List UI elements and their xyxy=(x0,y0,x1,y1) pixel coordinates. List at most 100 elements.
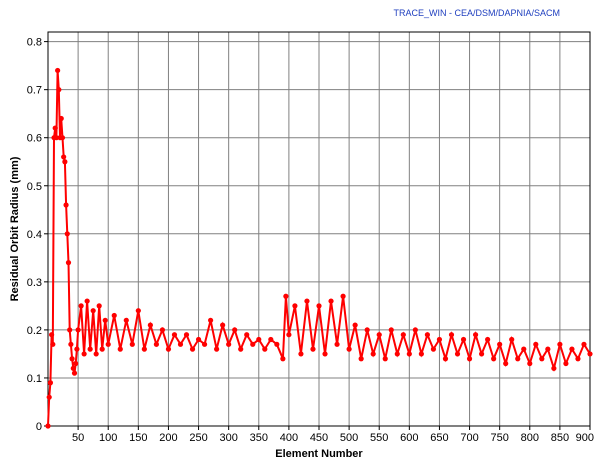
data-point xyxy=(448,332,455,338)
data-point xyxy=(466,356,473,362)
data-point xyxy=(65,260,72,266)
data-point xyxy=(370,351,376,357)
data-point xyxy=(539,356,545,362)
data-point xyxy=(352,322,358,328)
data-point xyxy=(472,332,479,338)
data-point xyxy=(55,67,61,74)
data-point xyxy=(232,327,238,333)
data-point xyxy=(47,380,54,386)
x-tick-label: 900 xyxy=(576,432,594,444)
data-point xyxy=(581,341,587,347)
data-point xyxy=(49,332,55,338)
x-tick-label: 300 xyxy=(219,432,237,444)
data-point xyxy=(208,317,214,323)
data-point xyxy=(58,115,64,122)
data-point xyxy=(515,356,521,362)
data-point xyxy=(81,351,87,357)
data-point xyxy=(436,336,443,343)
x-tick-label: 700 xyxy=(460,432,478,444)
data-point xyxy=(46,394,52,400)
x-tick-label: 800 xyxy=(521,432,539,444)
data-point xyxy=(340,293,346,299)
data-point xyxy=(99,346,105,352)
y-axis-ticks: 0 0.1 0.2 0.3 0.4 0.5 0.6 0.7 0.8 xyxy=(27,37,48,433)
data-point xyxy=(551,365,557,371)
y-tick-label: 0.5 xyxy=(27,181,42,193)
data-point xyxy=(153,341,159,347)
data-point xyxy=(244,332,250,338)
data-point xyxy=(479,351,485,357)
data-point xyxy=(68,341,74,347)
data-point xyxy=(587,351,593,357)
x-tick-label: 150 xyxy=(129,432,147,444)
x-axis-label: Element Number xyxy=(275,448,363,460)
data-point xyxy=(64,231,70,237)
data-point xyxy=(491,356,497,362)
data-point xyxy=(90,308,96,314)
x-tick-label: 250 xyxy=(189,432,207,444)
data-point xyxy=(283,293,289,299)
data-point xyxy=(147,322,153,328)
x-tick-label: 350 xyxy=(250,432,268,444)
data-point xyxy=(63,202,69,208)
data-point xyxy=(52,125,58,131)
data-point xyxy=(286,332,292,338)
data-point xyxy=(62,159,68,165)
series-points xyxy=(45,67,593,429)
x-tick-label: 750 xyxy=(490,432,508,444)
data-point xyxy=(183,332,190,338)
data-point xyxy=(61,154,67,160)
x-tick-label: 850 xyxy=(551,432,569,444)
data-point xyxy=(111,312,117,319)
data-point xyxy=(400,332,406,338)
data-point xyxy=(316,303,322,309)
data-point xyxy=(268,336,274,343)
data-point xyxy=(56,87,62,93)
credit-text: TRACE_WIN - CEA/DSM/DAPNIA/SACM xyxy=(393,8,560,18)
data-point xyxy=(364,327,370,333)
data-point xyxy=(87,346,93,352)
x-tick-label: 100 xyxy=(99,432,117,444)
data-point xyxy=(74,346,80,352)
data-point xyxy=(418,351,424,357)
x-tick-label: 500 xyxy=(340,432,358,444)
x-tick-label: 650 xyxy=(430,432,448,444)
data-point xyxy=(105,341,111,347)
data-point xyxy=(69,356,75,362)
x-axis-ticks: 50 100 150 200 250 300 350 400 450 500 550 600 650 70… xyxy=(72,426,594,444)
data-point xyxy=(195,336,202,343)
data-point xyxy=(388,327,394,333)
grid xyxy=(48,32,591,426)
x-tick-label: 550 xyxy=(370,432,388,444)
data-point xyxy=(304,298,310,304)
data-point xyxy=(129,341,135,347)
y-tick-label: 0.7 xyxy=(27,85,42,97)
data-point xyxy=(70,365,76,371)
data-point xyxy=(159,327,166,333)
data-point xyxy=(165,346,172,352)
data-point xyxy=(424,332,430,338)
data-point xyxy=(71,370,78,376)
data-point xyxy=(189,346,196,352)
data-point xyxy=(298,351,304,357)
y-tick-label: 0.1 xyxy=(27,373,42,385)
data-point xyxy=(454,351,461,357)
data-point xyxy=(485,336,491,343)
data-point xyxy=(503,360,509,367)
data-point xyxy=(171,332,178,338)
data-point xyxy=(533,341,539,347)
y-tick-label: 0.8 xyxy=(27,37,42,49)
data-point xyxy=(238,346,244,352)
x-tick-label: 600 xyxy=(400,432,418,444)
y-tick-label: 0.3 xyxy=(27,277,42,289)
data-point xyxy=(460,336,467,343)
data-point xyxy=(141,346,147,352)
data-point xyxy=(220,322,226,328)
data-point xyxy=(412,327,418,333)
data-point xyxy=(45,423,51,429)
data-point xyxy=(93,351,99,357)
data-point xyxy=(256,336,262,343)
data-point xyxy=(328,298,334,304)
data-point xyxy=(262,346,268,352)
